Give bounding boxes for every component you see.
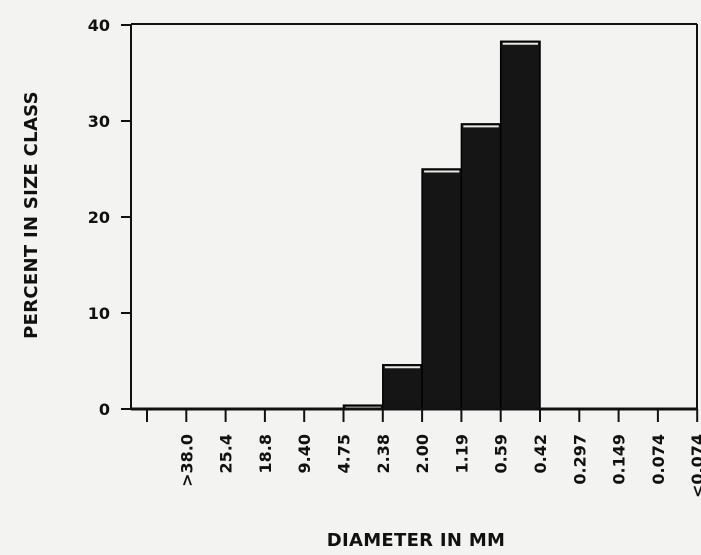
x-tick-label: 0.59 [492,434,511,473]
x-ticks-group: >38.0 25.4 18.8 9.40 4.75 2.38 2.00 1.19 0.59 0.4… [146,409,701,498]
bar-0.59 [421,168,463,410]
x-axis-title: DIAMETER IN MM [327,530,506,551]
y-axis-title: PERCENT IN SIZE CLASS [21,91,42,339]
x-tick-label: 0.297 [570,434,589,485]
x-tick-label: 1.19 [452,434,471,473]
x-tick-label: 2.38 [374,434,393,473]
x-tick-label: 4.75 [335,434,354,473]
bar-1.19 [382,364,423,410]
y-tick-label-40: 40 [88,16,110,35]
x-tick-label: 0.42 [531,434,550,473]
x-tick-label: 9.40 [295,434,314,473]
x-tick-label: >38.0 [177,434,196,487]
bar-0.42 [460,123,502,410]
x-tick-label: 2.00 [413,434,432,473]
x-tick-label: 0.149 [610,434,629,485]
y-tick-label-20: 20 [88,208,110,227]
x-tick-label: <0.074 [688,434,701,498]
x-tick-label: 18.8 [256,434,275,473]
y-ticks-group: 0 10 20 30 40 [88,16,131,419]
y-tick-label-10: 10 [88,304,110,323]
y-tick-label-0: 0 [99,400,110,419]
x-tick-label: 25.4 [217,434,236,473]
x-tick-label: 0.074 [649,434,668,485]
bars-group [342,40,541,410]
y-tick-label-30: 30 [88,112,110,131]
bar-0.297 [499,40,541,410]
